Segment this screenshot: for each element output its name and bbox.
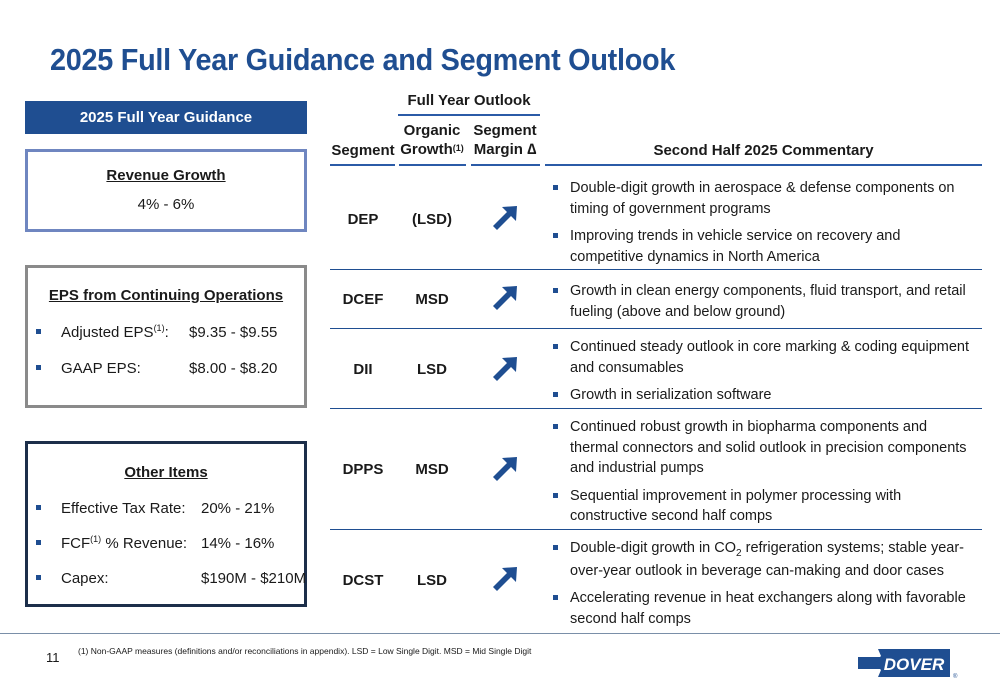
tax-label: Effective Tax Rate: [61,500,186,517]
commentary-dcst: Double-digit growth in CO2 refrigeration… [553,538,973,636]
commentary-dpps: Continued robust growth in biopharma com… [553,417,973,534]
commentary-bullet: Improving trends in vehicle service on r… [553,226,973,267]
logo-wordmark: DOVER [884,655,945,674]
segment-dii: DII [353,361,373,378]
revenue-growth-box: Revenue Growth 4% - 6% [25,149,307,232]
organic-dep: (LSD) [412,211,452,228]
capex-label: Capex: [61,570,109,587]
header-rule-commentary [545,164,982,166]
bullet-icon [36,540,41,545]
row-divider [330,408,982,409]
fcf-value: 14% - 16% [201,535,275,552]
commentary-bullet: Growth in serialization software [553,385,973,406]
organic-dcst: LSD [417,572,447,589]
full-year-outlook-header: Full Year Outlook [407,92,531,109]
footnote: (1) Non-GAAP measures (definitions and/o… [78,646,532,656]
organic-dii: LSD [417,361,447,378]
segment-dep: DEP [347,211,379,228]
other-item-tax: Effective Tax Rate: 20% - 21% [36,500,274,517]
revenue-growth-value: 4% - 6% [137,196,195,213]
other-item-fcf: FCF(1) % Revenue: 14% - 16% [36,534,274,552]
revenue-growth-title: Revenue Growth [106,167,226,184]
logo-badge [878,649,950,677]
bullet-icon [36,575,41,580]
commentary-bullet: Growth in clean energy components, fluid… [553,281,973,322]
up-right-arrow-icon [493,357,517,381]
logo-chevron [858,653,884,673]
page-number: 11 [46,650,60,665]
col-header-commentary: Second Half 2025 Commentary [653,142,874,159]
eps-item-adjusted: Adjusted EPS(1): $9.35 - $9.55 [36,323,277,341]
commentary-bullet: Continued robust growth in biopharma com… [553,417,973,479]
outlook-underline [398,114,540,116]
page-title: 2025 Full Year Guidance and Segment Outl… [50,42,676,77]
eps-item-gaap: GAAP EPS: $8.00 - $8.20 [36,360,277,377]
commentary-bullet: Accelerating revenue in heat exchangers … [553,588,973,629]
segment-dpps: DPPS [342,461,384,478]
segment-dcef: DCEF [342,291,384,308]
bullet-icon [36,505,41,510]
header-rule-organic [399,164,466,166]
fcf-label: FCF(1) % Revenue: [61,534,188,552]
tax-value: 20% - 21% [201,500,275,517]
footer-divider [0,633,1000,634]
up-right-arrow-icon [493,286,517,310]
col-header-organic: Organic Growth(1) [400,122,464,158]
organic-dpps: MSD [415,461,449,478]
commentary-bullet: Sequential improvement in polymer proces… [553,486,973,527]
commentary-dep: Double-digit growth in aerospace & defen… [553,178,973,274]
col-header-segment: Segment [331,142,395,159]
organic-dcef: MSD [415,291,449,308]
dover-logo: DOVER ® [858,649,958,680]
commentary-bullet: Double-digit growth in CO2 refrigeration… [553,538,973,581]
eps-adjusted-value: $9.35 - $9.55 [189,324,278,341]
up-right-arrow-icon [493,206,517,230]
logo-registered-mark: ® [953,673,958,680]
eps-box: EPS from Continuing Operations Adjusted … [25,265,307,408]
other-items-title: Other Items [124,464,208,481]
commentary-dcef: Growth in clean energy components, fluid… [553,281,973,329]
segment-dcst: DCST [342,572,384,589]
row-divider [330,269,982,270]
header-rule-margin [471,164,540,166]
commentary-bullet: Double-digit growth in aerospace & defen… [553,178,973,219]
capex-value: $190M - $210M [201,570,307,587]
row-divider [330,529,982,530]
commentary-dii: Continued steady outlook in core marking… [553,337,973,413]
bullet-icon [36,365,41,370]
other-item-capex: Capex: $190M - $210M [36,570,306,587]
up-right-arrow-icon [493,457,517,481]
commentary-bullet: Continued steady outlook in core marking… [553,337,973,378]
row-divider [330,328,982,329]
guidance-header: 2025 Full Year Guidance [25,101,307,134]
eps-gaap-value: $8.00 - $8.20 [189,360,278,377]
col-header-margin: Segment Margin ∆ [473,122,537,158]
header-rule-segment [330,164,395,166]
eps-adjusted-label: Adjusted EPS(1): [61,323,169,341]
other-items-box: Other Items Effective Tax Rate: 20% - 21… [25,441,307,607]
up-right-arrow-icon [493,567,517,591]
eps-title: EPS from Continuing Operations [48,287,284,304]
eps-gaap-label: GAAP EPS: [61,360,141,377]
bullet-icon [36,329,41,334]
